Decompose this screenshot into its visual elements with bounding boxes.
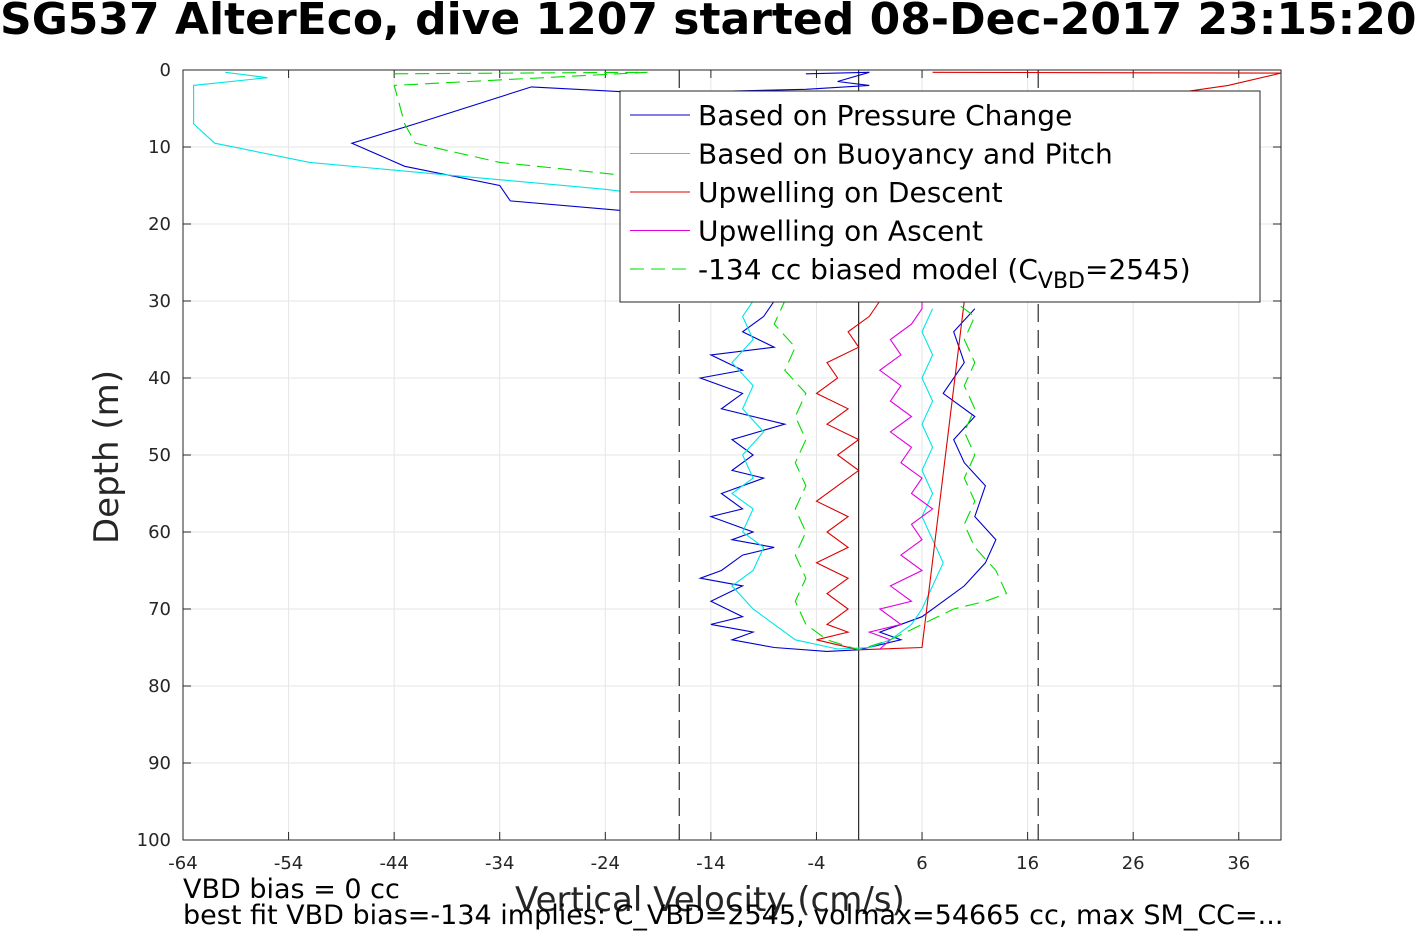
- axes-box: [182, 69, 1282, 841]
- y-tick-label: 50: [148, 445, 171, 466]
- y-tick-label: 20: [148, 214, 171, 235]
- chart-title: SG537 AlterEco, dive 1207 started 08-Dec…: [0, 0, 1417, 45]
- y-tick-label: 30: [148, 291, 171, 312]
- x-tick-labels: -64 -54 -44 -34 -24 -14 -4 6 16 26 36: [168, 853, 1250, 874]
- best-fit-note: best fit VBD bias=-134 implies: C_VBD=25…: [183, 900, 1284, 931]
- y-tick-label: 10: [148, 137, 171, 158]
- legend-label-3: Upwelling on Ascent: [698, 215, 983, 248]
- legend-label-0: Based on Pressure Change: [698, 99, 1072, 132]
- y-tick-label: 80: [148, 676, 171, 697]
- series-line-0: [350, 71, 997, 652]
- legend-label-4: -134 cc biased model (CVBD=2545): [698, 253, 1191, 294]
- y-tick-label: 0: [160, 60, 171, 81]
- x-tick-label: -34: [485, 853, 514, 874]
- x-tick-label: 16: [1016, 853, 1039, 874]
- x-tick-label: -24: [591, 853, 620, 874]
- x-tick-label: -64: [168, 853, 197, 874]
- y-tick-labels: 0 10 20 30 40 50 60 70 80 90 100: [137, 60, 171, 851]
- y-tick-label: 60: [148, 522, 171, 543]
- y-axis-label: Depth (m): [87, 370, 127, 544]
- x-axis-label: Vertical Velocity (cm/s): [515, 880, 905, 920]
- series-line-3: [867, 301, 934, 650]
- legend: Based on Pressure Change Based on Buoyanc…: [619, 90, 1261, 303]
- y-tick-label: 70: [148, 599, 171, 620]
- x-tick-label: 6: [916, 853, 927, 874]
- y-tick-label: 90: [148, 753, 171, 774]
- x-tick-label: 26: [1122, 853, 1145, 874]
- legend-label-2: Upwelling on Descent: [698, 176, 1003, 209]
- legend-label-1: Based on Buoyancy and Pitch: [698, 138, 1113, 171]
- y-tick-label: 40: [148, 368, 171, 389]
- x-tick-label: -54: [274, 853, 303, 874]
- x-tick-label: -44: [379, 853, 408, 874]
- y-tick-label: 100: [137, 830, 171, 851]
- x-tick-label: 36: [1227, 853, 1250, 874]
- vbd-bias-note: VBD bias = 0 cc: [183, 874, 400, 905]
- x-tick-label: -14: [696, 853, 725, 874]
- legend-box: [619, 90, 1261, 303]
- x-tick-label: -4: [807, 853, 825, 874]
